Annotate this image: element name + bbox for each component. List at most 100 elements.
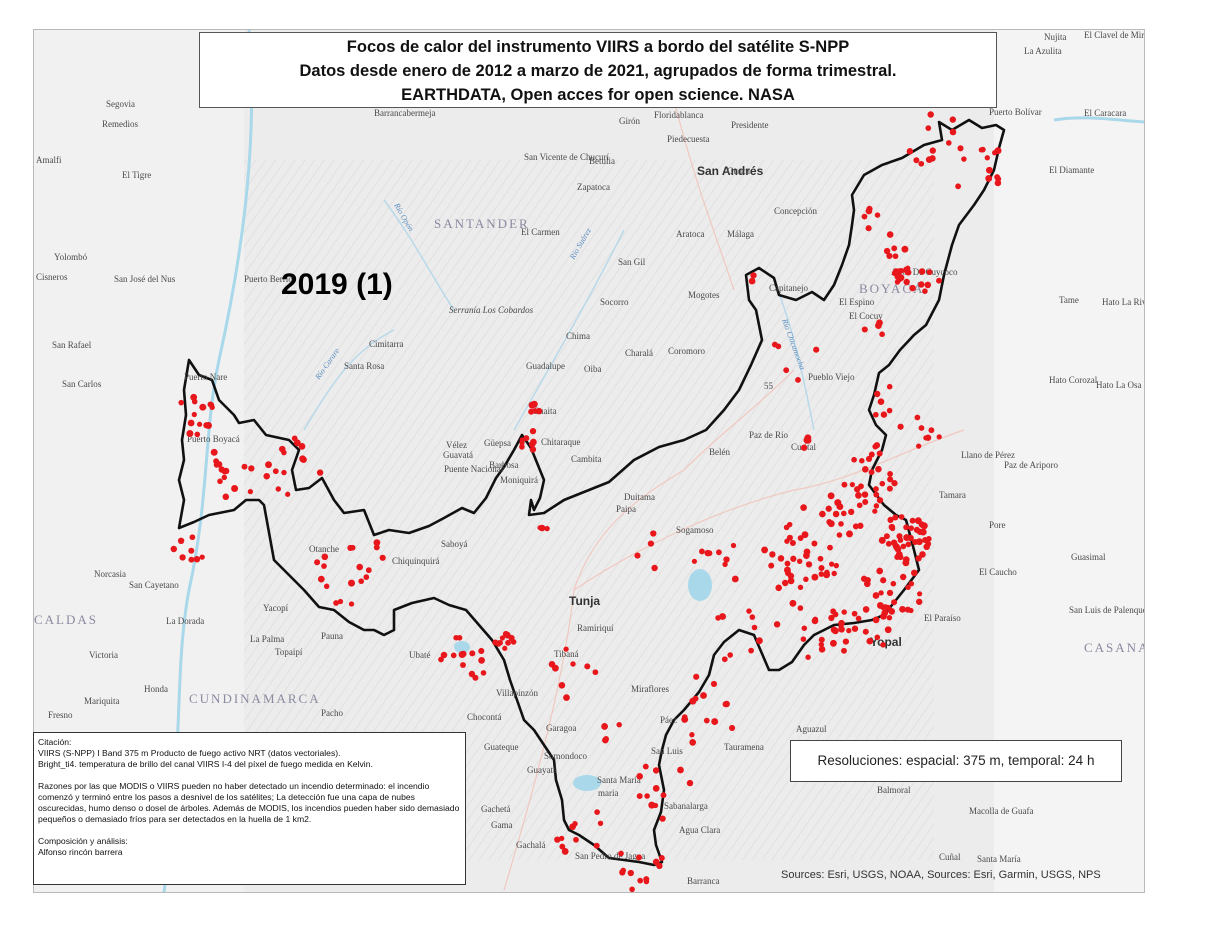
- fire-hotspot: [884, 626, 892, 634]
- fire-hotspot: [918, 160, 925, 167]
- fire-hotspot: [784, 560, 791, 567]
- fire-hotspot: [438, 656, 444, 663]
- fire-hotspot: [833, 562, 840, 569]
- fire-hotspot: [681, 714, 688, 720]
- fire-hotspot: [849, 481, 856, 488]
- fire-hotspot: [636, 793, 643, 800]
- fire-hotspot: [875, 322, 882, 329]
- fire-hotspot: [891, 270, 898, 277]
- fire-hotspot: [916, 528, 924, 535]
- fire-hotspot: [647, 540, 655, 547]
- fire-hotspot: [686, 779, 694, 787]
- place-label: Piedecuesta: [667, 134, 709, 144]
- fire-hotspot: [917, 591, 923, 597]
- fire-hotspot: [986, 166, 993, 174]
- fire-hotspot: [722, 561, 728, 568]
- fire-hotspot: [535, 407, 543, 415]
- place-label: Guasimal: [1071, 552, 1106, 562]
- fire-hotspot: [946, 140, 952, 146]
- place-label: Aratoca: [676, 229, 704, 239]
- place-label: Moniquirá: [500, 475, 538, 485]
- fire-hotspot: [887, 476, 894, 483]
- place-label: Pore: [989, 520, 1006, 530]
- fire-hotspot: [830, 608, 837, 615]
- fire-hotspot: [841, 647, 847, 654]
- place-label: El Paraíso: [924, 613, 961, 623]
- fire-hotspot: [877, 398, 885, 406]
- fire-hotspot: [897, 554, 904, 561]
- fire-hotspot: [838, 626, 845, 633]
- fire-hotspot: [797, 535, 804, 542]
- fire-hotspot: [892, 514, 899, 521]
- fire-hotspot: [846, 530, 853, 538]
- fire-hotspot: [899, 573, 907, 581]
- place-label: La Azulita: [1024, 46, 1062, 56]
- fire-hotspot: [886, 589, 894, 597]
- place-label: Puerto Boyacá: [187, 434, 240, 444]
- fire-hotspot: [440, 651, 448, 659]
- fire-hotspot: [811, 573, 819, 581]
- fire-hotspot: [905, 541, 912, 548]
- fire-hotspot: [722, 701, 729, 708]
- fire-hotspot: [601, 722, 609, 730]
- place-label: Cuñal: [939, 852, 961, 862]
- fire-hotspot: [908, 525, 914, 531]
- fire-hotspot: [908, 581, 915, 587]
- fire-hotspot: [831, 570, 837, 577]
- fire-hotspot: [872, 616, 880, 624]
- fire-hotspot: [872, 592, 880, 599]
- fire-hotspot: [321, 553, 329, 561]
- fire-hotspot: [691, 558, 698, 564]
- fire-hotspot: [846, 627, 852, 634]
- fire-hotspot: [832, 510, 840, 518]
- place-label: Puente Nacional: [444, 464, 504, 474]
- place-label: Agua Clara: [679, 825, 720, 835]
- fire-hotspot: [891, 245, 898, 252]
- fire-hotspot: [358, 578, 365, 585]
- fire-hotspot: [878, 590, 884, 596]
- fire-hotspot: [265, 461, 272, 469]
- fire-hotspot: [528, 440, 536, 448]
- fire-hotspot: [191, 398, 198, 405]
- fire-hotspot: [620, 867, 627, 874]
- fire-hotspot: [992, 150, 998, 156]
- fire-hotspot: [711, 718, 719, 726]
- fire-hotspot: [862, 628, 869, 635]
- place-label: Hato La Rivera: [1102, 297, 1144, 307]
- place-label: Chitaraque: [541, 437, 581, 447]
- fire-hotspot: [789, 539, 796, 547]
- fire-hotspot: [883, 533, 890, 540]
- opon-river: [383, 199, 455, 311]
- citation-line: Bright_ti4. temperatura de brillo del ca…: [38, 759, 373, 769]
- fire-hotspot: [460, 662, 466, 668]
- fire-hotspot: [915, 555, 922, 562]
- fire-hotspot: [658, 854, 665, 862]
- fire-hotspot: [561, 847, 569, 855]
- chicamocha-river: [773, 279, 815, 431]
- fire-hotspot: [618, 850, 624, 857]
- fire-hotspot: [317, 575, 325, 583]
- fire-hotspot: [955, 183, 962, 190]
- fire-hotspot: [851, 456, 857, 463]
- fire-hotspot: [801, 531, 809, 539]
- fire-hotspot: [861, 213, 868, 220]
- fire-hotspot: [616, 721, 622, 728]
- fire-hotspot: [593, 842, 600, 849]
- fire-hotspot: [886, 614, 893, 621]
- fire-hotspot: [872, 411, 879, 418]
- fire-hotspot: [710, 680, 718, 687]
- fire-hotspot: [213, 462, 220, 468]
- fire-hotspot: [865, 207, 873, 215]
- fire-hotspot: [904, 606, 911, 613]
- fire-hotspot: [926, 269, 933, 275]
- place-label: Miraflores: [631, 684, 669, 694]
- fire-hotspot: [721, 656, 728, 663]
- fire-hotspot: [803, 552, 810, 559]
- place-label: Serranía Los Cobardos: [449, 305, 534, 315]
- fire-hotspot: [275, 486, 282, 492]
- fire-hotspot: [337, 598, 344, 605]
- fire-hotspot: [800, 636, 807, 642]
- fire-hotspot: [925, 540, 932, 547]
- region-label: SANTANDER: [434, 216, 530, 231]
- place-label: Santa María: [977, 854, 1021, 864]
